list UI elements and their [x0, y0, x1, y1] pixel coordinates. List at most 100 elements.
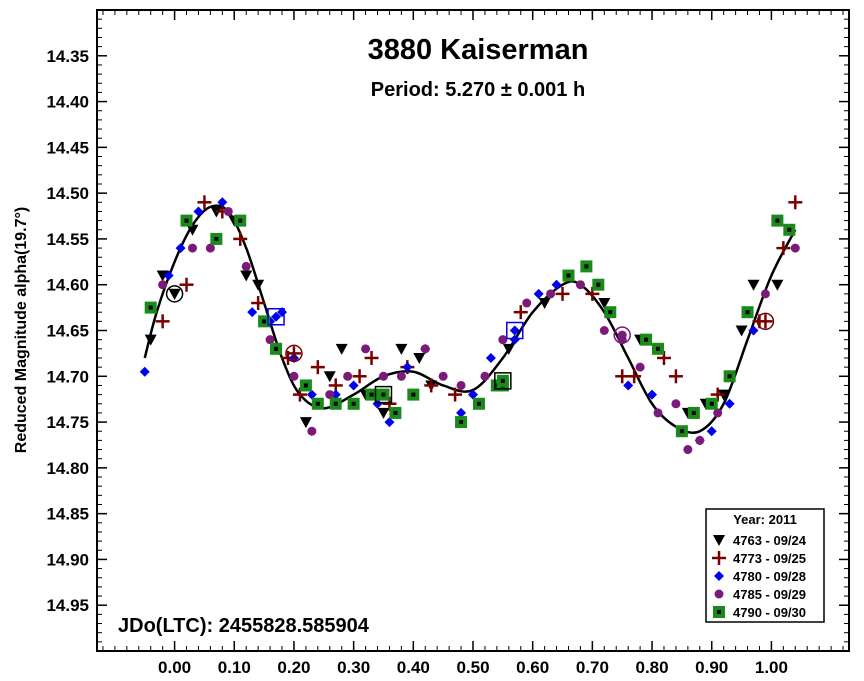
point-square: [580, 260, 593, 273]
point-circle: [187, 243, 197, 253]
point-square: [347, 397, 360, 410]
point-triangle-down: [240, 270, 253, 282]
point-square: [723, 370, 736, 383]
point-triangle-down: [156, 270, 169, 282]
highlighted-points: [165, 285, 775, 404]
point-square: [687, 406, 700, 419]
legend-entry: 4790 - 09/30: [733, 605, 806, 620]
point-plus: [233, 231, 248, 246]
highlighted-point: [374, 385, 393, 404]
point-circle: [671, 399, 681, 409]
point-diamond: [468, 389, 478, 400]
point-circle: [378, 371, 388, 381]
point-square: [407, 388, 420, 401]
point-circle: [396, 371, 406, 381]
y-tick-label: 14.85: [46, 505, 89, 524]
point-plus: [179, 277, 194, 292]
chart-title: 3880 Kaiserman: [368, 34, 589, 66]
point-square: [783, 223, 796, 236]
x-tick-label: 0.30: [337, 658, 370, 677]
y-tick-label: 14.75: [46, 413, 89, 432]
legend-entry: 4785 - 09/29: [733, 587, 806, 602]
point-triangle-down: [538, 298, 551, 310]
point-triangle-down: [252, 279, 265, 291]
point-square: [640, 333, 653, 346]
y-tick-label: 14.55: [46, 230, 89, 249]
point-circle: [241, 261, 251, 271]
point-diamond: [647, 389, 658, 400]
data-points: [139, 195, 803, 455]
point-circle: [456, 380, 466, 390]
point-circle: [223, 206, 233, 216]
x-tick-label: 0.90: [695, 658, 728, 677]
point-plus: [251, 296, 266, 311]
point-square: [652, 342, 665, 355]
point-square: [604, 306, 617, 319]
point-plus: [155, 314, 170, 329]
point-triangle-down: [598, 298, 611, 310]
point-circle: [289, 371, 299, 381]
point-plus: [627, 369, 642, 384]
point-diamond: [724, 398, 735, 409]
point-diamond: [217, 197, 228, 208]
point-square: [472, 397, 485, 410]
point-square: [210, 232, 223, 245]
point-plus: [197, 195, 212, 210]
y-tick-label: 14.70: [46, 367, 89, 386]
point-diamond: [163, 270, 174, 281]
point-circle: [695, 435, 705, 445]
legend-box: [705, 508, 825, 623]
point-square: [741, 306, 754, 319]
point-circle: [635, 362, 645, 372]
legend-marker-circle: [714, 589, 724, 599]
x-tick-label: 0.00: [158, 658, 191, 677]
point-circle: [343, 371, 353, 381]
point-circle: [683, 445, 693, 455]
point-diamond: [551, 279, 562, 290]
highlight-marker: [168, 288, 181, 300]
highlighted-point: [613, 326, 631, 344]
point-plus: [424, 378, 439, 393]
point-circle: [420, 344, 430, 354]
legend-title: Year: 2011: [733, 512, 797, 527]
legend-entry: 4773 - 09/25: [733, 551, 806, 566]
point-circle: [575, 280, 585, 290]
point-diamond: [485, 352, 496, 363]
point-triangle-down: [735, 325, 748, 337]
point-circle: [480, 371, 490, 381]
legend: Year: 2011 4763 - 09/24 4773 - 09/25 4780 …: [705, 508, 825, 623]
highlight-marker: [271, 311, 282, 322]
highlight-marker: [496, 374, 509, 387]
point-square: [329, 397, 342, 410]
y-tick-label: 14.50: [46, 184, 89, 203]
point-diamond: [247, 307, 258, 318]
point-plus: [310, 360, 325, 375]
point-square: [771, 214, 784, 227]
point-square: [705, 397, 718, 410]
point-diamond: [193, 206, 204, 217]
highlighted-point: [165, 285, 184, 303]
x-tick-label: 0.10: [218, 658, 251, 677]
point-diamond: [306, 389, 317, 400]
point-circle: [790, 243, 800, 253]
point-plus: [668, 369, 683, 384]
point-diamond: [533, 288, 544, 299]
point-square: [258, 315, 271, 328]
point-circle: [599, 326, 609, 335]
x-tick-label: 0.50: [456, 658, 489, 677]
y-tick-label: 14.80: [46, 459, 89, 478]
point-circle: [438, 371, 448, 381]
point-plus: [788, 195, 803, 210]
point-circle: [205, 243, 215, 253]
point-diamond: [175, 243, 186, 254]
point-plus: [448, 387, 463, 402]
point-triangle-down: [323, 371, 336, 383]
point-square: [592, 278, 605, 291]
point-triangle-down: [502, 343, 515, 355]
point-plus: [615, 369, 630, 384]
point-diamond: [456, 407, 467, 418]
point-triangle-down: [335, 343, 348, 355]
point-circle: [546, 289, 556, 299]
legend-marker-triangle-down: [713, 535, 725, 546]
highlighted-point: [506, 321, 524, 340]
